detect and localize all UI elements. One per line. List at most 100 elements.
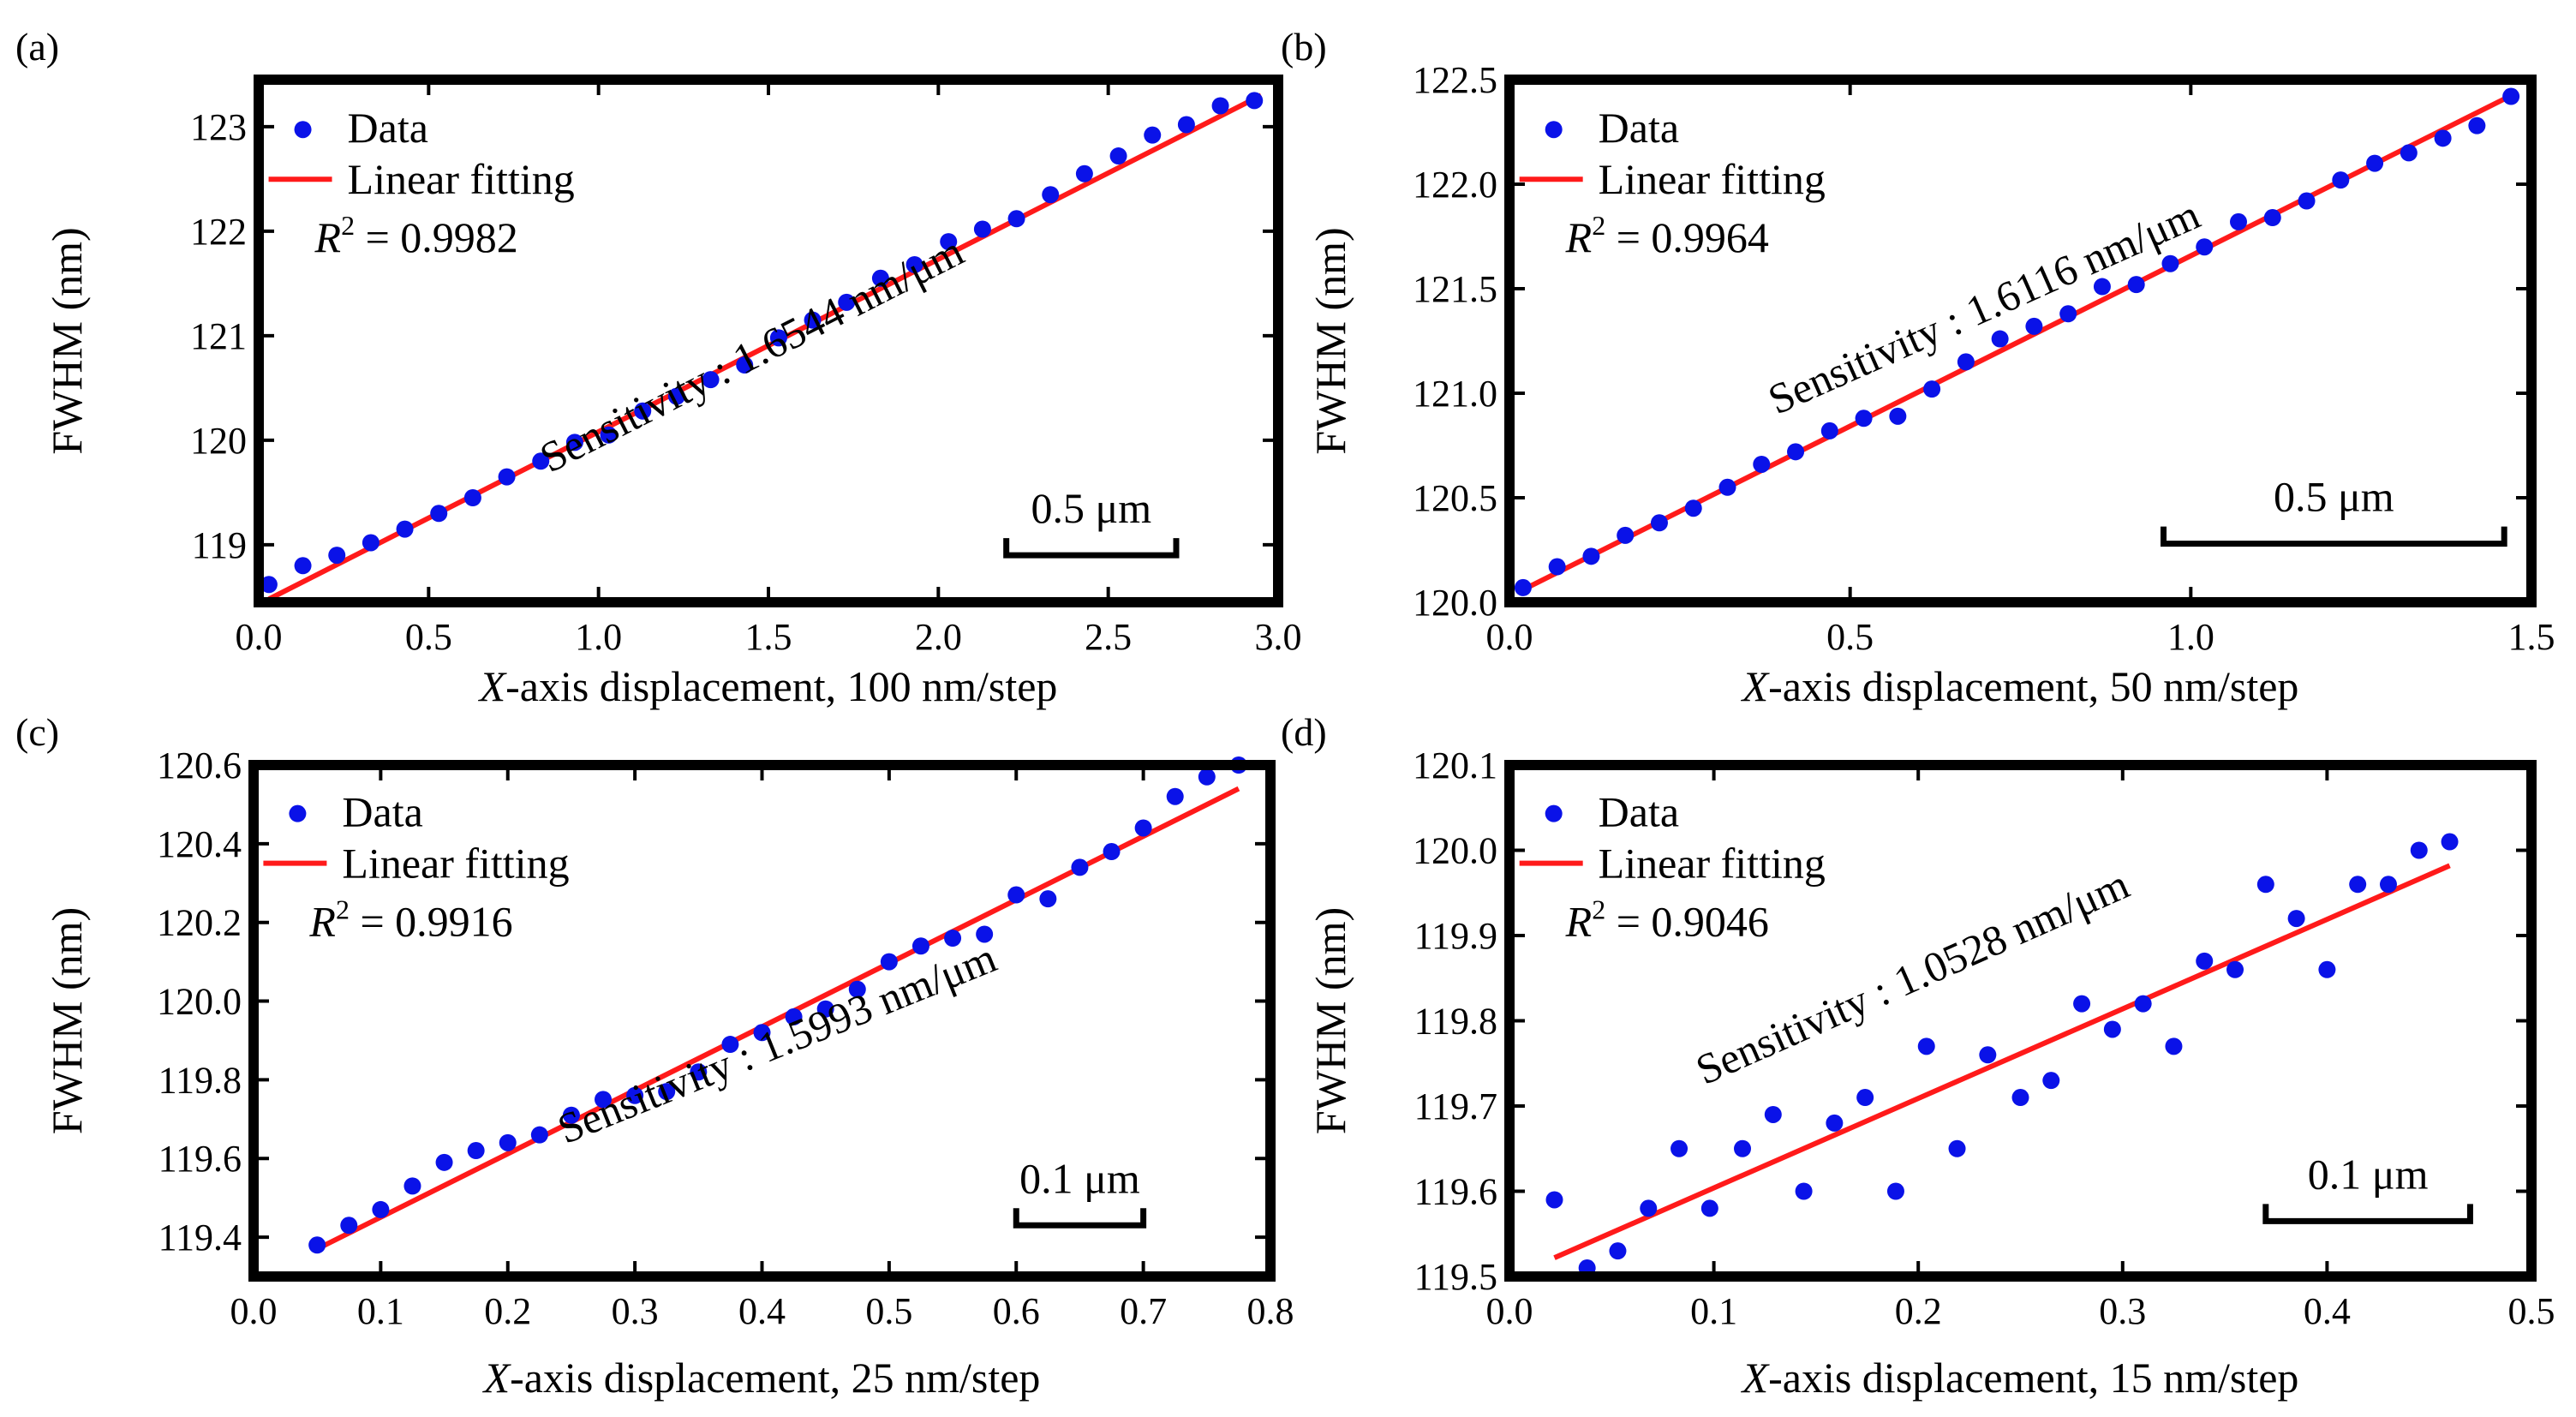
data-point [1700,1199,1718,1217]
data-point [1855,410,1873,427]
r-squared-italic: R [1565,213,1593,261]
data-point [940,233,958,251]
data-point [340,1217,358,1235]
data-point [2441,833,2459,851]
x-tick-label: 0.4 [2304,1290,2351,1332]
r-squared-value: = 0.9964 [1605,213,1769,261]
data-point [880,953,898,971]
legend-label-fit: Linear fitting [348,155,575,203]
data-point [435,1153,453,1171]
r-squared-italic: R [314,213,342,261]
r-squared-value: = 0.9982 [355,213,518,261]
data-point [973,220,991,238]
data-point [1109,147,1127,165]
y-tick-label: 120.6 [157,744,242,786]
y-tick-label: 121.5 [1413,268,1497,310]
data-point [562,1106,580,1124]
scale-bar-label: 0.5 μm [1031,484,1151,532]
data-point [1007,210,1025,228]
data-point [1007,886,1025,904]
x-tick-label: 0.1 [1690,1290,1737,1332]
panel-label: (c) [15,710,59,754]
data-point [871,269,889,287]
data-point [1886,1182,1904,1200]
data-point [600,426,618,444]
data-point [2434,129,2452,147]
sensitivity-annotation: Sensitivity : 1.5993 nm/μm [551,933,1003,1153]
data-point [753,1024,771,1042]
y-tick-label: 119.4 [158,1217,242,1259]
y-tick-label: 119.5 [1414,1256,1497,1298]
data-point [2025,317,2043,335]
data-point [362,534,380,552]
data-point [1617,526,1635,544]
y-tick-label: 119 [192,524,247,566]
data-point [2059,305,2077,323]
data-point [1177,116,1195,134]
y-tick-label: 120 [190,420,247,462]
fit-line [1553,863,2451,1260]
data-point [595,1091,613,1109]
x-tick-label: 0.5 [865,1290,912,1332]
y-axis-label: FWHM (nm) [43,227,91,454]
data-point [328,547,346,565]
data-point [2410,841,2428,859]
y-tick-label: 119.9 [1414,915,1497,957]
legend-label-data: Data [1599,788,1679,836]
x-tick-label: 0.0 [1486,1290,1533,1332]
legend-label-data: Data [342,788,422,836]
x-tick-label: 3.0 [1255,616,1302,658]
data-point [2379,876,2397,894]
data-point [1684,499,1702,517]
data-point [721,1036,739,1054]
plot-frame [248,760,1276,1282]
data-point [308,1236,326,1254]
data-point [498,468,516,486]
legend-marker-data [294,121,312,139]
x-axis-label-italic: X [1741,662,1771,710]
data-point [2196,952,2214,970]
x-tick-label: 0.7 [1120,1290,1167,1332]
plot-frame [254,75,1283,607]
data-point [530,1126,548,1144]
data-point [634,402,652,420]
data-point [2073,995,2091,1013]
data-point [736,356,754,374]
data-point [2226,960,2244,978]
data-point [2042,1072,2060,1090]
y-tick-label: 119.6 [1414,1171,1497,1213]
data-point [2196,238,2214,256]
data-point [2161,254,2179,272]
data-point [2134,995,2152,1013]
data-point [463,489,481,506]
data-point [2298,192,2316,210]
data-point [1826,1114,1844,1132]
y-tick-label: 120.2 [157,902,242,944]
data-point [2287,910,2305,928]
x-axis-label-rest: -axis displacement, 25 nm/step [510,1354,1040,1402]
data-point [1923,380,1941,398]
y-tick-label: 123 [190,106,247,148]
x-tick-label: 0.0 [230,1290,278,1332]
y-tick-label: 120.0 [1413,582,1497,624]
x-axis-label: X-axis displacement, 15 nm/step [1741,1354,2299,1402]
data-point [1957,353,1975,371]
r-squared-value: = 0.9916 [350,898,513,946]
y-tick-label: 120.4 [157,823,242,865]
data-point [2332,171,2350,189]
data-point [1734,1139,1752,1157]
legend-marker-data [289,804,307,822]
sensitivity-annotation: Sensitivity : 1.6544 nm/μm [532,226,971,481]
x-tick-label: 1.5 [2508,616,2555,658]
data-point [690,1063,708,1081]
y-tick-label: 122 [190,211,247,253]
x-axis-label-rest: -axis displacement, 15 nm/step [1768,1354,2298,1402]
data-point [1609,1242,1627,1260]
legend-marker-data [1545,121,1563,139]
data-point [1075,164,1093,182]
sensitivity-annotation: Sensitivity : 1.6116 nm/μm [1761,190,2207,424]
data-point [785,1007,803,1025]
y-tick-label: 122.5 [1413,59,1497,101]
x-tick-label: 0.6 [993,1290,1040,1332]
r-squared-superscript: 2 [341,210,355,241]
